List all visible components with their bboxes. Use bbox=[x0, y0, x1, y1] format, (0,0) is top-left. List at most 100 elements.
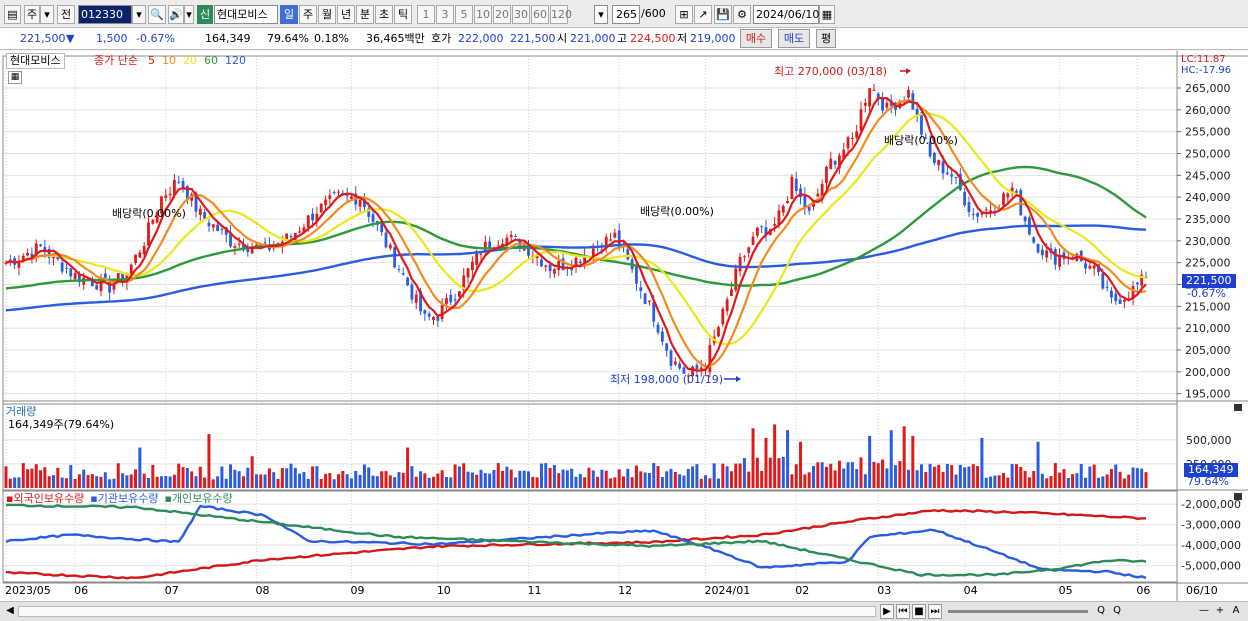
ma-line bbox=[5, 98, 1147, 368]
volume-bar bbox=[1019, 466, 1023, 488]
candle-body bbox=[989, 210, 992, 212]
candle-body bbox=[937, 159, 941, 166]
volume-bar bbox=[686, 468, 690, 488]
candle-body bbox=[924, 137, 928, 139]
volume-bar bbox=[419, 471, 423, 488]
volume-bar bbox=[963, 467, 967, 488]
ma-line bbox=[5, 96, 1147, 372]
candle-body bbox=[220, 228, 224, 230]
calendar-icon[interactable]: ▦ bbox=[819, 5, 835, 24]
last-icon[interactable]: ⏭ bbox=[928, 604, 942, 619]
volume-bar bbox=[717, 478, 720, 488]
holdings-legend-item: ▪기관보유수량 bbox=[90, 492, 159, 505]
volume-bar bbox=[95, 476, 99, 488]
candle-body bbox=[147, 222, 150, 246]
candle-body bbox=[289, 235, 293, 238]
zoom-in-icon[interactable]: Q bbox=[1097, 605, 1105, 616]
menu-icon[interactable]: ▤ bbox=[4, 5, 21, 24]
candle-body bbox=[1084, 263, 1087, 269]
volume-bar bbox=[617, 469, 621, 488]
volume-bar bbox=[1010, 464, 1014, 488]
sell-button[interactable]: 매도 bbox=[778, 29, 810, 48]
candle-body bbox=[604, 236, 608, 249]
candle-body bbox=[116, 273, 120, 281]
draw-line-icon[interactable]: ↗ bbox=[694, 5, 712, 24]
zoom-slider[interactable] bbox=[948, 610, 1088, 613]
scroll-left-icon[interactable]: ◀ bbox=[6, 605, 14, 616]
period-tab[interactable]: 분 bbox=[356, 5, 374, 24]
chart-area[interactable]: 265,000 260,000 255,000 250,000 245,000 240,0… bbox=[0, 51, 1248, 601]
code-dropdown-icon[interactable]: ▾ bbox=[132, 5, 146, 24]
market-type-select[interactable]: 주 bbox=[24, 5, 40, 24]
volume-bar bbox=[997, 475, 1001, 488]
interval-tab[interactable]: 120 bbox=[550, 5, 572, 24]
interval-dropdown-icon[interactable]: ▾ bbox=[594, 5, 608, 24]
candle-body bbox=[47, 248, 51, 258]
next-icon[interactable]: ▶ bbox=[880, 604, 894, 619]
average-button[interactable]: 평 bbox=[816, 29, 836, 48]
volume-bar bbox=[155, 476, 159, 488]
gear-icon[interactable]: ⚙ bbox=[733, 5, 751, 24]
interval-tab[interactable]: 1 bbox=[417, 5, 435, 24]
volume-bar bbox=[894, 465, 898, 488]
volume-bar bbox=[254, 474, 258, 488]
period-tab[interactable]: 일 bbox=[280, 5, 298, 24]
candle-body bbox=[1032, 237, 1036, 243]
plus-icon[interactable]: + bbox=[1215, 605, 1225, 616]
minus-icon[interactable]: — bbox=[1199, 605, 1209, 616]
interval-tab[interactable]: 30 bbox=[512, 5, 530, 24]
interval-tab[interactable]: 5 bbox=[455, 5, 473, 24]
buy-button[interactable]: 매수 bbox=[740, 29, 772, 48]
ma-title: 종가 단순 bbox=[94, 54, 138, 67]
grid-icon[interactable]: ⊞ bbox=[675, 5, 693, 24]
interval-tab[interactable]: 3 bbox=[436, 5, 454, 24]
stock-code-input[interactable]: 012330 bbox=[78, 5, 132, 24]
candle-body bbox=[838, 155, 841, 169]
candle-body bbox=[1002, 193, 1005, 206]
period-tab[interactable]: 년 bbox=[337, 5, 355, 24]
horizontal-scrollbar[interactable] bbox=[18, 606, 876, 617]
volume-bar bbox=[289, 463, 293, 488]
period-tab[interactable]: 월 bbox=[318, 5, 336, 24]
volume-bar bbox=[613, 477, 617, 488]
volume-bar bbox=[971, 464, 975, 488]
market-type-dropdown-icon[interactable]: ▾ bbox=[40, 5, 54, 24]
quote-bar: 221,500 ▼ 1,500 -0.67% 164,349 79.64% 0.… bbox=[0, 28, 1248, 50]
volume-bar bbox=[159, 476, 163, 488]
candle-body bbox=[423, 310, 427, 314]
stock-chart[interactable]: 265,000 260,000 255,000 250,000 245,000 240,0… bbox=[0, 51, 1248, 601]
interval-tab[interactable]: 60 bbox=[531, 5, 549, 24]
speaker-dropdown-icon[interactable]: ▾ bbox=[184, 5, 194, 24]
price-tick-label: 240,000 bbox=[1185, 191, 1231, 204]
candle-body bbox=[1036, 243, 1040, 253]
calculator-icon[interactable]: ▦ bbox=[8, 71, 22, 84]
first-icon[interactable]: ⏮ bbox=[896, 604, 910, 619]
volume-bar bbox=[859, 457, 863, 488]
volume-bar bbox=[77, 474, 81, 488]
price-tick-label: 225,000 bbox=[1185, 257, 1231, 270]
stop-icon[interactable]: ■ bbox=[912, 604, 926, 619]
candle-body bbox=[99, 277, 103, 291]
speaker-icon[interactable]: 🔊 bbox=[168, 5, 184, 24]
prev-button[interactable]: 전 bbox=[57, 5, 75, 24]
volume-bar bbox=[557, 473, 561, 488]
candle-body bbox=[570, 267, 574, 271]
interval-tab[interactable]: 20 bbox=[493, 5, 511, 24]
interval-tab[interactable]: 10 bbox=[474, 5, 492, 24]
period-tab[interactable]: 초 bbox=[375, 5, 393, 24]
panel-name[interactable]: 현대모비스 bbox=[6, 53, 65, 69]
period-tab[interactable]: 주 bbox=[299, 5, 317, 24]
date-input[interactable]: 2024/06/10 bbox=[753, 5, 819, 24]
x-axis-label: 09 bbox=[350, 584, 365, 597]
candle-body bbox=[30, 253, 34, 258]
count-input[interactable]: 265 bbox=[612, 5, 640, 24]
volume-tick-label: 500,000 bbox=[1186, 434, 1232, 447]
holdings-lines bbox=[5, 503, 1147, 580]
search-icon[interactable]: 🔍 bbox=[148, 5, 166, 24]
candle-body bbox=[1135, 282, 1139, 285]
zoom-fit-icon[interactable]: Q bbox=[1113, 605, 1121, 616]
font-size-icon[interactable]: A bbox=[1232, 605, 1240, 616]
period-tab[interactable]: 틱 bbox=[394, 5, 412, 24]
volume-bar bbox=[246, 467, 250, 488]
save-icon[interactable]: 💾 bbox=[714, 5, 732, 24]
